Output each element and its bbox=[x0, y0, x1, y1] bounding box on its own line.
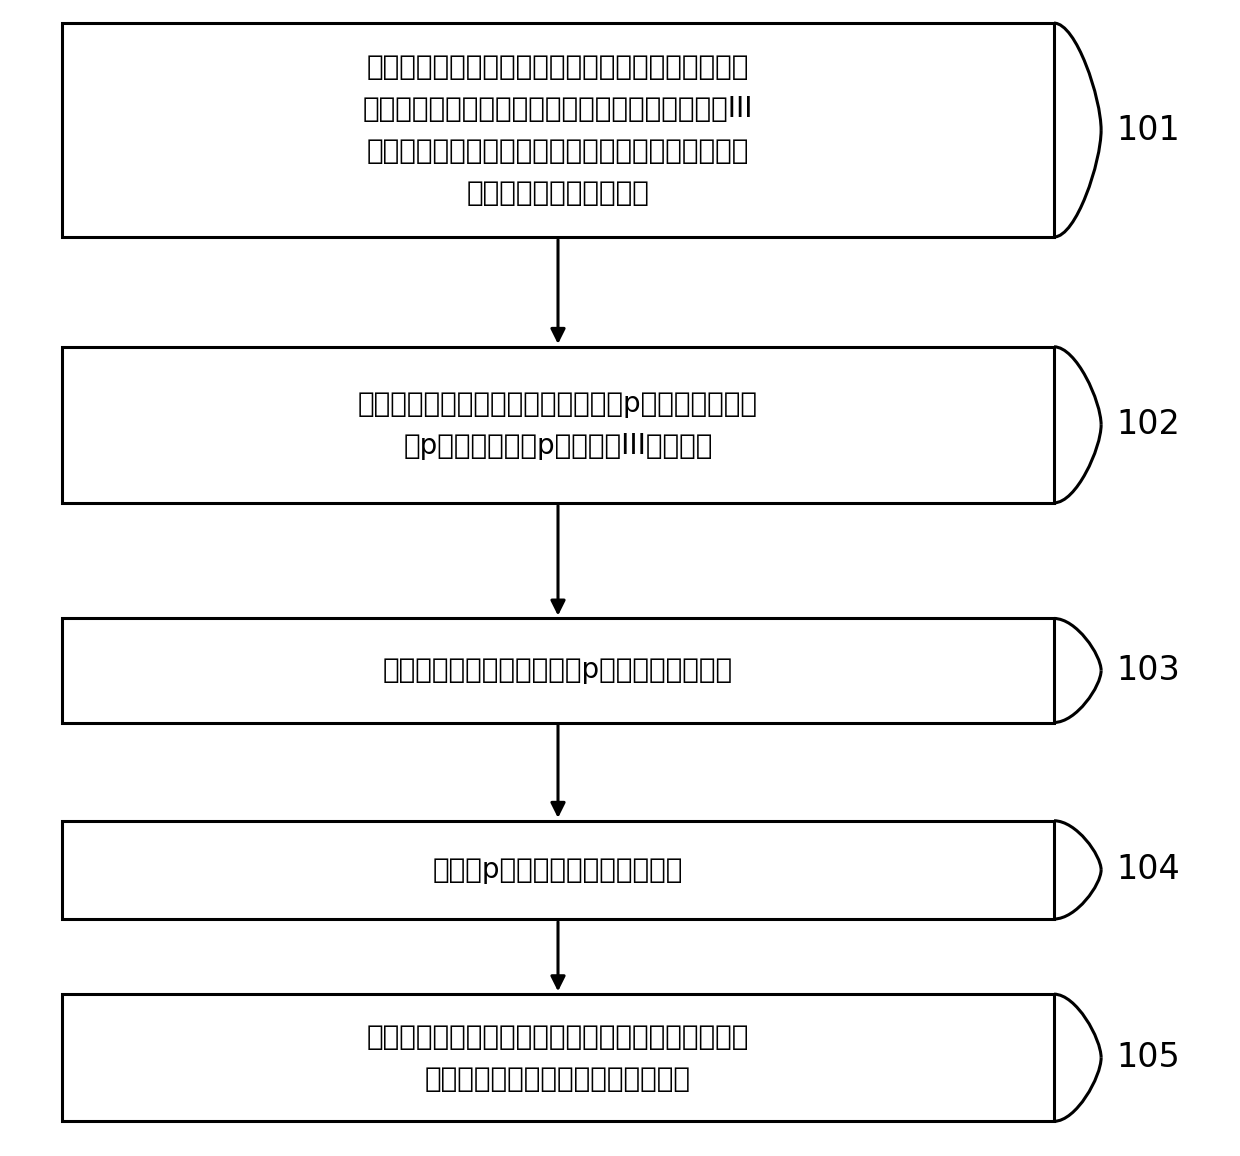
Text: 101: 101 bbox=[1116, 113, 1179, 147]
FancyBboxPatch shape bbox=[62, 618, 1054, 722]
Text: 104: 104 bbox=[1116, 853, 1179, 887]
Text: 102: 102 bbox=[1116, 408, 1180, 442]
FancyBboxPatch shape bbox=[62, 347, 1054, 503]
FancyBboxPatch shape bbox=[62, 994, 1054, 1121]
FancyBboxPatch shape bbox=[62, 821, 1054, 919]
FancyBboxPatch shape bbox=[62, 23, 1054, 237]
Text: 在所述势垒层的源电极区上表面制备源电极，在所述
势垒层的漏电极区上表面制备漏电极: 在所述势垒层的源电极区上表面制备源电极，在所述 势垒层的漏电极区上表面制备漏电极 bbox=[367, 1023, 749, 1092]
Text: 103: 103 bbox=[1116, 654, 1179, 687]
Text: 在所述势垒层的栅电极区上表面生长p型层，其中，所
述p型层的材料为p型掺杂的III族氮化物: 在所述势垒层的栅电极区上表面生长p型层，其中，所 述p型层的材料为p型掺杂的II… bbox=[358, 390, 758, 460]
Text: 105: 105 bbox=[1116, 1042, 1179, 1074]
Text: 在衬底上依次生长缓冲层、沟道层和势垒层；其中，
所述缓冲层、所述沟道层和所述势垒层的材料均为III
族氮化物，且所述势垒层的材料的极化强度大于所述
沟道层的材料: 在衬底上依次生长缓冲层、沟道层和势垒层；其中， 所述缓冲层、所述沟道层和所述势垒… bbox=[363, 53, 753, 207]
Text: 在氮氧化物气氛中激活所述p型层中的掺杂元素: 在氮氧化物气氛中激活所述p型层中的掺杂元素 bbox=[383, 657, 733, 684]
Text: 在所述p型层的上表面制备栅电极: 在所述p型层的上表面制备栅电极 bbox=[433, 855, 683, 884]
